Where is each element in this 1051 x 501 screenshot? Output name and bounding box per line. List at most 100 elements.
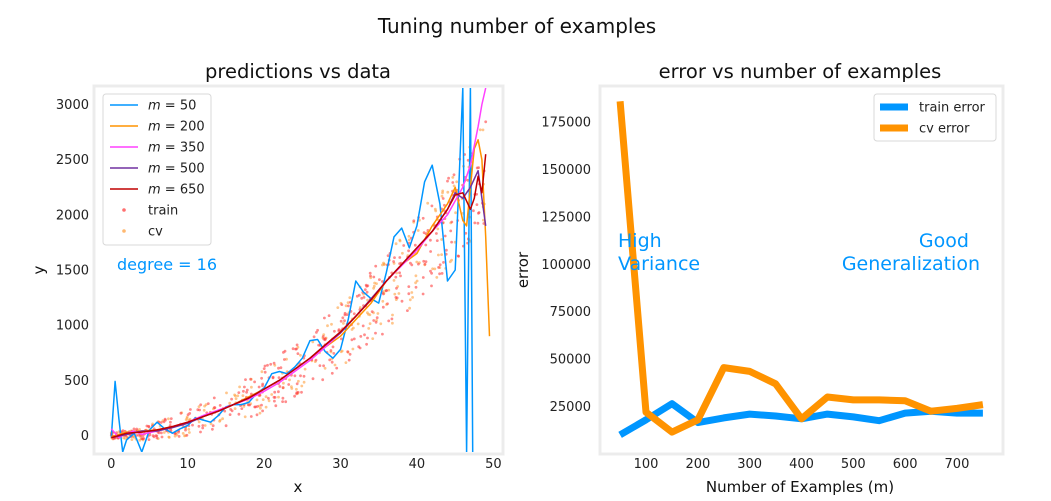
train-point xyxy=(437,266,440,269)
train-point xyxy=(374,320,378,324)
train-point xyxy=(295,343,299,347)
train-point xyxy=(245,390,249,394)
train-point xyxy=(279,366,283,370)
cv-point xyxy=(356,322,360,326)
y-tick-labels: 0 500 1000 1500 2000 2500 3000 xyxy=(56,98,89,444)
train-point xyxy=(328,358,332,362)
train-point xyxy=(284,400,288,404)
y-tick-label: 3000 xyxy=(56,98,89,113)
train-point xyxy=(382,292,385,296)
y-tick-label: 175000 xyxy=(541,116,591,131)
cv-point xyxy=(440,194,444,198)
cv-point xyxy=(295,387,298,391)
y-axis-label: y xyxy=(30,265,48,274)
train-point xyxy=(358,346,362,350)
cv-point xyxy=(368,322,372,325)
figure-title: Tuning number of examples xyxy=(377,14,656,38)
series-line xyxy=(110,88,474,452)
cv-point xyxy=(408,298,412,302)
legend-entries: m = 50 m = 200 m = 350 m = 500 m = 650 train c… xyxy=(110,99,205,240)
train-point xyxy=(366,284,370,288)
y-tick-label: 2500 xyxy=(56,153,89,168)
train-point xyxy=(152,435,156,439)
cv-point xyxy=(373,281,376,285)
train-point xyxy=(366,336,369,340)
train-point xyxy=(450,240,453,244)
cv-point xyxy=(241,394,245,397)
train-point xyxy=(155,436,159,440)
train-point xyxy=(157,431,161,435)
train-point xyxy=(424,243,428,247)
y-tick-label: 500 xyxy=(64,374,89,389)
cv-point xyxy=(393,292,397,296)
train-point xyxy=(337,328,341,332)
cv-point xyxy=(454,211,457,215)
train-point xyxy=(341,316,345,320)
cv-point xyxy=(414,281,417,285)
cv-point xyxy=(408,306,411,310)
cv-point xyxy=(130,438,134,441)
train-point xyxy=(254,405,257,409)
train-point xyxy=(332,352,336,355)
train-point xyxy=(269,362,273,366)
train-point xyxy=(359,335,363,338)
train-point xyxy=(316,328,319,332)
train-point xyxy=(312,335,316,339)
y-tick-label: 150000 xyxy=(541,163,591,178)
train-point xyxy=(169,417,173,420)
cv-point xyxy=(368,313,372,317)
train-point xyxy=(362,296,366,299)
cv-point xyxy=(437,253,440,257)
cv-point xyxy=(346,301,350,304)
cv-point xyxy=(441,189,445,193)
cv-point xyxy=(259,406,262,410)
cv-point xyxy=(282,381,285,385)
cv-point xyxy=(323,366,327,370)
cv-point xyxy=(415,260,419,264)
train-point xyxy=(211,427,214,431)
train-point xyxy=(212,396,216,400)
cv-point xyxy=(435,276,439,279)
train-point xyxy=(266,363,269,367)
train-point xyxy=(223,409,227,413)
train-point xyxy=(277,366,280,370)
train-point xyxy=(206,402,210,405)
train-point xyxy=(274,404,278,408)
train-point xyxy=(263,364,267,368)
cv-point xyxy=(285,357,288,361)
train-point xyxy=(441,197,445,200)
train-point xyxy=(230,409,234,413)
cv-point xyxy=(267,399,271,403)
train-point xyxy=(378,278,381,281)
x-tick-label: 500 xyxy=(841,457,866,472)
cv-point xyxy=(277,395,280,399)
cv-point xyxy=(342,322,345,325)
train-point xyxy=(330,371,334,375)
series-line xyxy=(616,101,984,436)
cv-point xyxy=(436,227,440,231)
train-point xyxy=(324,337,327,341)
train-point xyxy=(201,426,205,430)
cv-point xyxy=(225,391,228,395)
train-point xyxy=(160,431,163,435)
train-point xyxy=(271,376,275,380)
train-point xyxy=(340,303,344,306)
legend-label: train error xyxy=(919,101,986,116)
train-point xyxy=(291,347,295,351)
cv-point xyxy=(311,340,315,344)
y-tick-label: 125000 xyxy=(541,210,591,225)
legend-label: m = 500 xyxy=(148,162,205,177)
legend-label: m = 650 xyxy=(148,183,205,198)
train-point xyxy=(365,290,369,294)
legend-box xyxy=(102,93,212,246)
train-point xyxy=(335,366,339,370)
high-variance-annotation: High Variance xyxy=(618,230,700,275)
train-point xyxy=(346,350,350,354)
cv-point xyxy=(255,398,259,402)
cv-point xyxy=(410,291,414,294)
x-tick-labels: 0 10 20 30 40 50 xyxy=(107,457,501,472)
annotation-line: Variance xyxy=(618,253,700,275)
cv-point xyxy=(264,405,268,409)
train-point xyxy=(445,248,448,252)
train-point xyxy=(381,280,384,283)
